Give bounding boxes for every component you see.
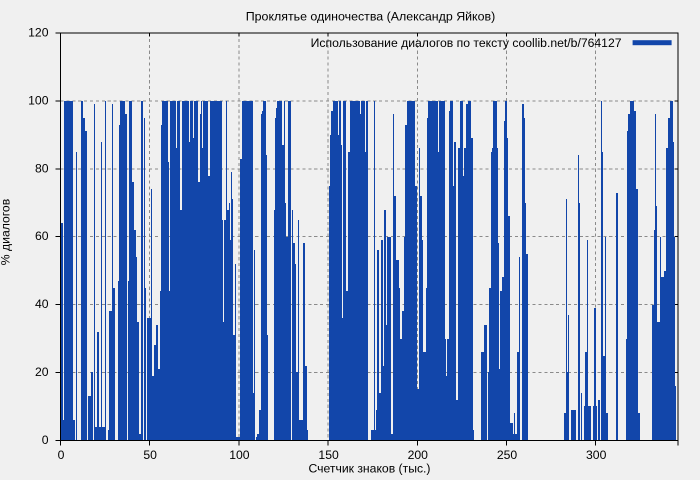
svg-text:Использование диалогов по текс: Использование диалогов по тексту coollib… <box>311 36 622 50</box>
svg-text:% диалогов: % диалогов <box>0 199 13 265</box>
svg-text:60: 60 <box>35 229 49 243</box>
svg-text:80: 80 <box>35 161 49 175</box>
svg-text:100: 100 <box>229 448 250 462</box>
svg-text:Счетчик знаков (тыс.): Счетчик знаков (тыс.) <box>309 462 431 476</box>
svg-text:150: 150 <box>318 448 339 462</box>
svg-text:0: 0 <box>58 448 65 462</box>
svg-text:50: 50 <box>143 448 157 462</box>
svg-text:120: 120 <box>28 26 49 40</box>
svg-text:Проклятье одиночества (Алексан: Проклятье одиночества (Александр Яйков) <box>246 10 495 24</box>
svg-text:100: 100 <box>28 93 49 107</box>
svg-text:40: 40 <box>35 297 49 311</box>
svg-text:250: 250 <box>497 448 518 462</box>
svg-text:200: 200 <box>408 448 429 462</box>
svg-text:0: 0 <box>42 433 49 447</box>
svg-text:300: 300 <box>586 448 607 462</box>
svg-text:20: 20 <box>35 365 49 379</box>
